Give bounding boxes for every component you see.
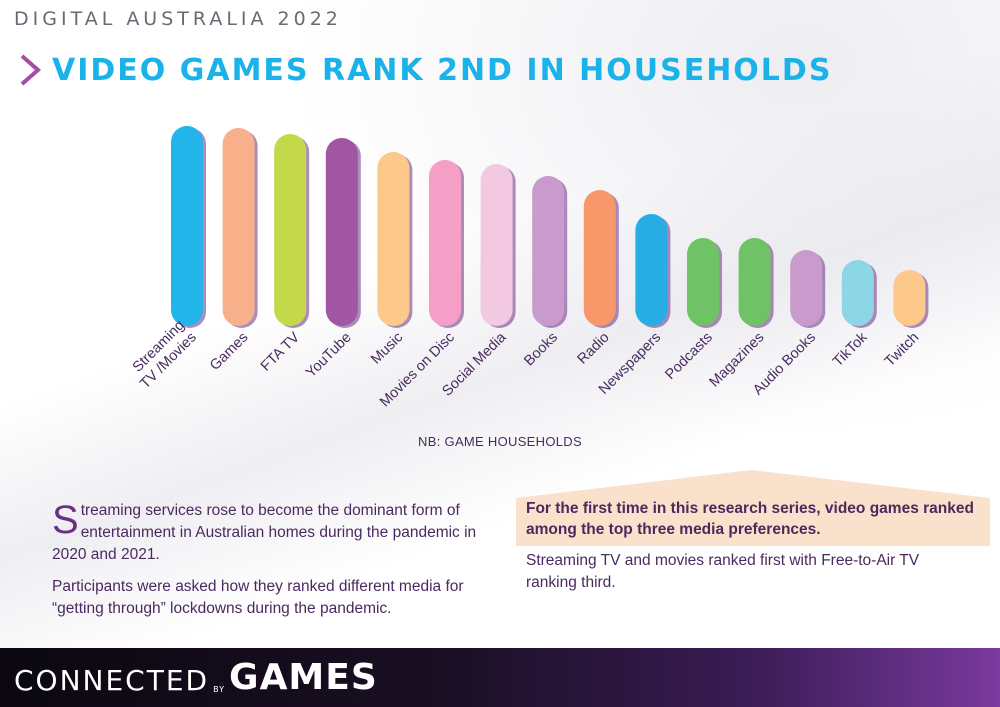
bar-1: [222, 128, 255, 326]
bar-5: [429, 160, 461, 326]
category-label-line: TikTok: [830, 329, 871, 370]
category-label-3: YouTube: [303, 330, 355, 382]
highlight-background: [516, 470, 990, 546]
bar-14: [893, 270, 926, 326]
bar-2: [274, 134, 307, 326]
logo-games: GAMES: [229, 657, 378, 698]
category-label-line: YouTube: [303, 330, 355, 382]
category-label-7: Books: [521, 330, 561, 370]
chart-note: NB: GAME HOUSEHOLDS: [418, 434, 582, 449]
bar-7: [532, 176, 565, 326]
category-label-10: Podcasts: [662, 330, 715, 383]
body-left-paragraph-2: Participants were asked how they ranked …: [52, 578, 464, 617]
category-label-0: StreamingTV /Movies: [125, 317, 200, 392]
category-label-line: Music: [368, 330, 406, 368]
bar-6: [480, 164, 513, 326]
highlight-callout: For the first time in this research seri…: [516, 470, 990, 546]
bar-13: [841, 260, 874, 326]
bar-4: [377, 152, 410, 326]
category-label-1: Games: [207, 330, 251, 374]
bar-0: [171, 126, 203, 326]
bar-12: [790, 250, 823, 326]
category-label-line: Games: [207, 330, 251, 374]
chevron-right-icon: [20, 54, 42, 86]
bar-10: [687, 238, 719, 326]
bar-11: [738, 238, 771, 326]
dropcap: S: [52, 498, 79, 542]
category-label-line: Podcasts: [662, 330, 715, 383]
bar-8: [583, 190, 616, 326]
category-label-line: FTA TV: [258, 329, 303, 374]
category-label-4: Music: [368, 330, 406, 368]
logo-by: BY: [213, 685, 226, 694]
headline: VIDEO GAMES RANK 2ND IN HOUSEHOLDS: [18, 50, 832, 90]
page-title: VIDEO GAMES RANK 2ND IN HOUSEHOLDS: [52, 52, 833, 88]
report-kicker: DIGITAL AUSTRALIA 2022: [14, 8, 342, 30]
category-label-13: TikTok: [830, 329, 871, 370]
category-label-line: Books: [521, 330, 561, 370]
connected-by-games-logo: CONNECTED BY GAMES: [14, 660, 378, 696]
category-label-line: Twitch: [882, 330, 922, 370]
body-left-paragraph-1-text: treaming services rose to become the dom…: [52, 502, 477, 563]
bar-3: [325, 138, 358, 326]
body-right-paragraph: Streaming TV and movies ranked first wit…: [526, 552, 920, 591]
category-label-8: Radio: [575, 330, 613, 368]
bar-9: [635, 214, 668, 326]
bar-chart: StreamingTV /Movies Games FTA TV YouTube Mus…: [125, 126, 929, 410]
category-label-14: Twitch: [882, 330, 922, 370]
category-label-2: FTA TV: [258, 329, 303, 374]
footer-banner: CONNECTED BY GAMES: [0, 648, 1000, 707]
highlight-text: For the first time in this research seri…: [526, 500, 974, 538]
category-label-line: Radio: [575, 330, 613, 368]
logo-connected: CONNECTED: [14, 664, 210, 697]
